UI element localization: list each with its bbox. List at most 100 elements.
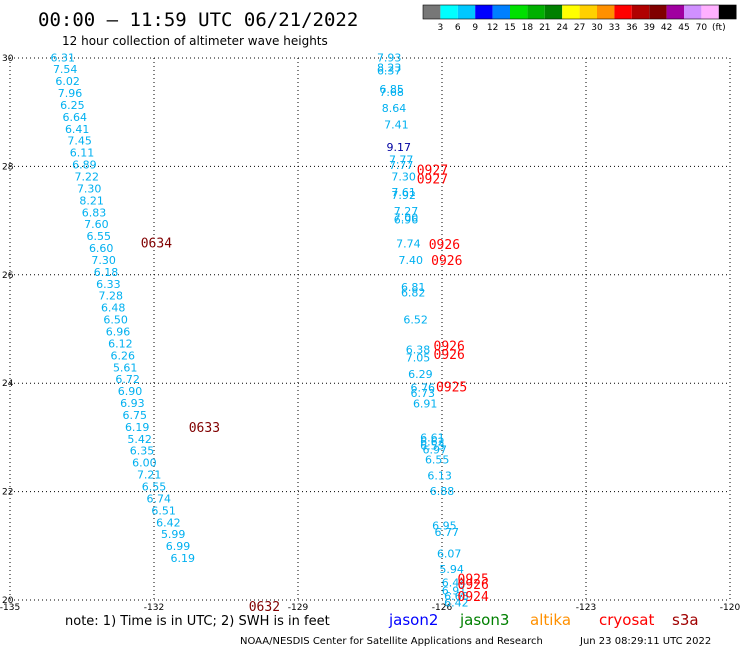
wave-height-value: 6.29 <box>408 368 433 381</box>
x-tick-label: -120 <box>720 603 740 613</box>
wave-height-value: 6.31 <box>51 51 76 64</box>
wave-height-value: 7.60 <box>84 218 109 231</box>
wave-height-value: 6.42 <box>444 597 469 610</box>
wave-height-value: 5.42 <box>127 433 152 446</box>
colorbar-swatch <box>423 5 441 19</box>
colorbar-label: 42 <box>661 23 672 33</box>
colorbar-label: 6 <box>455 23 461 33</box>
wave-height-value: 6.75 <box>123 409 148 422</box>
wave-height-value: 6.00 <box>132 457 157 470</box>
colorbar-label: 39 <box>643 23 655 33</box>
pass-time-label: 0632 <box>249 600 280 615</box>
wave-height-value: 6.99 <box>166 540 191 553</box>
wave-height-value: 7.21 <box>137 469 162 482</box>
colorbar-swatch <box>440 5 458 19</box>
x-tick-label: -135 <box>0 603 20 613</box>
pass-time-label: 0926 <box>429 238 460 253</box>
pass-time-label: 0927 <box>417 173 448 188</box>
wave-height-value: 7.68 <box>379 86 404 99</box>
pass-time-label: 0925 <box>458 573 489 588</box>
wave-height-value: 5.61 <box>113 361 138 374</box>
wave-height-value: 6.82 <box>401 286 426 299</box>
wave-height-value: 6.25 <box>60 99 85 112</box>
satellite-name: s3a <box>672 611 699 629</box>
wave-height-value: 6.74 <box>147 492 172 505</box>
wave-height-value: 7.30 <box>77 182 102 195</box>
y-tick-label: 22 <box>2 488 13 498</box>
wave-height-value: 6.37 <box>377 64 402 77</box>
colorbar-label: 3 <box>438 23 444 33</box>
satellite-legend: jason2 jason3 altika cryosat s3a <box>388 611 699 629</box>
wave-height-value: 6.55 <box>425 453 450 466</box>
wave-height-value: 7.54 <box>53 63 78 76</box>
satellite-name: jason3 <box>459 611 509 629</box>
colorbar-label: 45 <box>678 23 689 33</box>
colorbar-swatch <box>475 5 493 19</box>
colorbar-label: 15 <box>504 23 515 33</box>
wave-height-value: 6.76 <box>411 381 436 394</box>
colorbar-label: 12 <box>487 23 498 33</box>
wave-height-value: 6.81 <box>401 281 426 294</box>
wave-height-value: 6.11 <box>70 147 95 160</box>
satellite-name: altika <box>530 611 571 629</box>
wave-height-value: 6.51 <box>151 504 176 517</box>
wave-height-value: 6.83 <box>82 206 107 219</box>
colorbar-swatch <box>718 5 737 19</box>
pass-time-label: 0925 <box>436 380 467 395</box>
wave-height-value: 6.85 <box>379 83 404 96</box>
wave-height-value: 6.07 <box>437 548 462 561</box>
wave-height-value: 6.88 <box>430 485 455 498</box>
colorbar-swatch <box>649 5 667 19</box>
wave-height-value: 6.77 <box>435 526 460 539</box>
wave-height-value: 8.64 <box>382 102 407 115</box>
colorbar-swatch <box>684 5 702 19</box>
colorbar-label: 30 <box>591 23 603 33</box>
wave-height-value: 6.44 <box>442 576 467 589</box>
credit-text: NOAA/NESDIS Center for Satellite Applica… <box>240 636 543 647</box>
colorbar-label: 33 <box>609 23 620 33</box>
wave-height-value: 6.13 <box>427 470 452 483</box>
colorbar-swatch <box>457 5 476 19</box>
pass-time-label: 0924 <box>458 590 489 605</box>
colorbar-swatch <box>614 5 632 19</box>
wave-height-value: 6.52 <box>403 314 428 327</box>
colorbar-swatch <box>597 5 615 19</box>
colorbar-label: 24 <box>556 23 568 33</box>
pass-time-label: 0926 <box>434 340 465 355</box>
wave-height-value: 7.27 <box>394 205 419 218</box>
wave-height-value: 7.30 <box>391 170 416 183</box>
wave-height-values: 6.317.546.027.966.256.646.417.456.116.89… <box>51 51 469 609</box>
wave-height-value: 5.94 <box>439 563 464 576</box>
pass-time-label: 0926 <box>434 348 465 363</box>
page-title: 00:00 — 11:59 UTC 06/21/2022 <box>38 9 358 31</box>
wave-height-value: 6.91 <box>413 398 438 411</box>
wave-height-value: 6.60 <box>89 242 114 255</box>
wave-height-value: 7.28 <box>99 290 124 303</box>
wave-height-value: 7.93 <box>377 51 402 64</box>
colorbar-label: 36 <box>626 23 638 33</box>
colorbar-swatch <box>527 5 545 19</box>
wave-height-value: 5.99 <box>161 528 186 541</box>
wave-height-value: 7.92 <box>391 189 416 202</box>
wave-height-value: 7.05 <box>406 352 431 365</box>
wave-height-value: 6.33 <box>96 278 121 291</box>
wave-height-value: 6.90 <box>118 385 143 398</box>
colorbar-swatch <box>510 5 528 19</box>
wave-height-value: 7.45 <box>67 135 92 148</box>
wave-height-value: 7.30 <box>91 254 116 267</box>
page-subtitle: 12 hour collection of altimeter wave hei… <box>62 34 328 48</box>
wave-height-value: 6.96 <box>106 326 131 339</box>
wave-height-value: 7.22 <box>75 170 100 183</box>
y-tick-label: 28 <box>2 162 14 172</box>
colorbar-swatch <box>631 5 650 19</box>
pass-time-label: 0926 <box>458 578 489 593</box>
wave-height-value: 8.23 <box>377 62 402 75</box>
wave-height-value: 6.19 <box>125 421 150 434</box>
wave-height-value: 6.26 <box>111 349 136 362</box>
colorbar-label: (ft) <box>712 23 726 33</box>
colorbar-label: 9 <box>472 23 478 33</box>
colorbar-swatch <box>492 5 510 19</box>
wave-height-value: 6.55 <box>87 230 112 243</box>
colorbar-swatch <box>562 5 580 19</box>
